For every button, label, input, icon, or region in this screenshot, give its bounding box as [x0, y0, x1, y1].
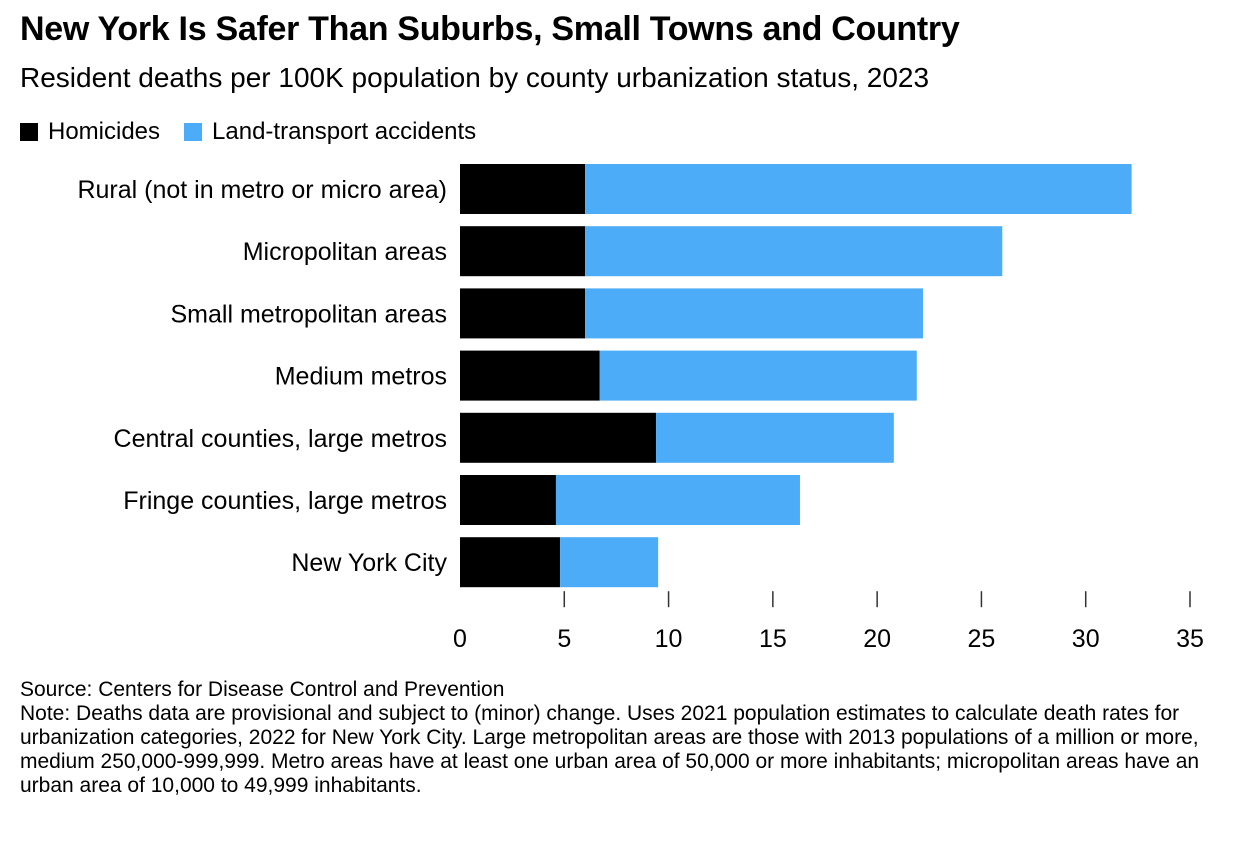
legend: Homicides Land-transport accidents [20, 118, 500, 146]
legend-item-homicides: Homicides [20, 118, 160, 146]
bar-homicides-central-counties-large-metros [460, 412, 657, 463]
bar-land-transport-accidents-fringe-counties-large-metros [555, 475, 800, 525]
x-tick-label-0: 0 [453, 625, 467, 653]
category-label-medium-metros: Medium metros [275, 363, 447, 391]
x-tick-label-35: 35 [1176, 625, 1204, 653]
bar-land-transport-accidents-new-york-city [560, 537, 659, 588]
x-tick-label-5: 5 [557, 625, 571, 653]
chart-subtitle: Resident deaths per 100K population by c… [20, 62, 930, 93]
category-label-central-counties-large-metros: Central counties, large metros [114, 425, 447, 453]
footer: Source: Centers for Disease Control and … [20, 678, 1250, 798]
bar-land-transport-accidents-small-metropolitan-areas [585, 288, 924, 339]
bar-land-transport-accidents-medium-metros [599, 350, 917, 401]
bar-homicides-medium-metros [460, 350, 600, 401]
bar-land-transport-accidents-central-counties-large-metros [656, 412, 894, 463]
legend-label-land-transport: Land-transport accidents [212, 118, 477, 145]
bar-homicides-new-york-city [460, 537, 561, 588]
bar-chart: Rural (not in metro or micro area) Microp… [77, 164, 1204, 653]
x-tick-label-30: 30 [1072, 625, 1100, 653]
category-label-small-metropolitan-areas: Small metropolitan areas [170, 300, 447, 328]
category-label-micropolitan-areas: Micropolitan areas [243, 238, 447, 266]
source-note: Source: Centers for Disease Control and … [20, 678, 505, 701]
bar-homicides-fringe-counties-large-metros [460, 475, 556, 525]
legend-item-land-transport: Land-transport accidents [184, 118, 476, 146]
x-tick-label-10: 10 [655, 625, 683, 653]
bar-land-transport-accidents-micropolitan-areas [585, 226, 1003, 277]
legend-swatch-land-transport [184, 123, 203, 141]
category-label-fringe-counties-large-metros: Fringe counties, large metros [123, 487, 447, 515]
legend-swatch-homicides [20, 123, 38, 141]
x-tick-label-15: 15 [759, 625, 787, 653]
bar-homicides-micropolitan-areas [460, 226, 586, 277]
legend-label-homicides: Homicides [48, 118, 161, 145]
footnote: Note: Deaths data are provisional and su… [20, 702, 1200, 797]
category-label-new-york-city: New York City [291, 549, 447, 577]
bar-land-transport-accidents-rural-not-in-metro-or-micro-area [585, 164, 1132, 214]
chart-title: New York Is Safer Than Suburbs, Small To… [20, 10, 960, 48]
bar-homicides-small-metropolitan-areas [460, 288, 586, 339]
x-tick-label-20: 20 [863, 625, 891, 653]
category-label-rural-not-in-metro-or-micro-area: Rural (not in metro or micro area) [77, 176, 447, 204]
bar-homicides-rural-not-in-metro-or-micro-area [460, 164, 586, 214]
x-tick-label-25: 25 [968, 625, 996, 653]
